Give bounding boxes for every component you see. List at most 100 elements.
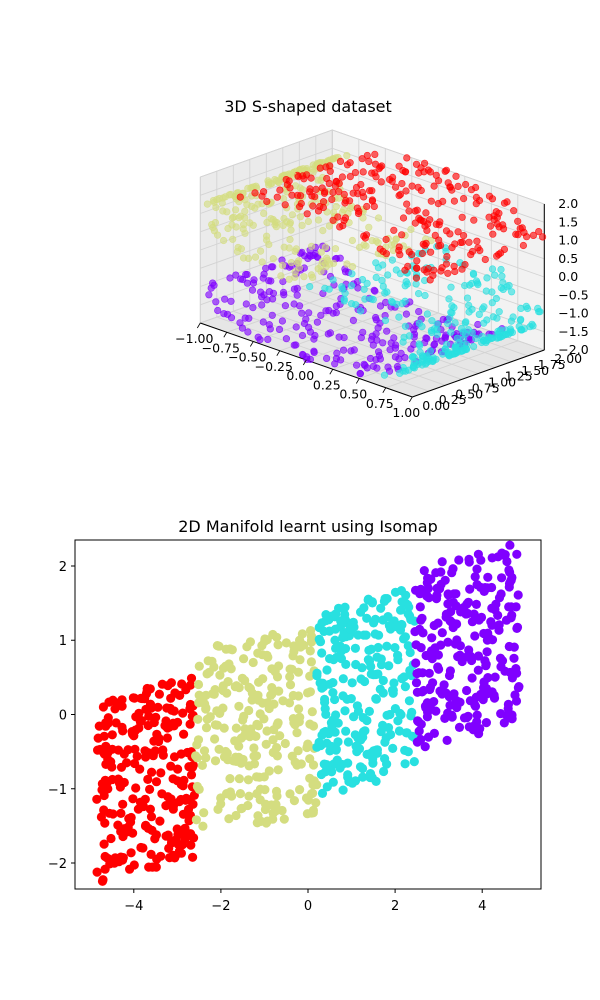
scatter-point-2d [487, 620, 497, 630]
scatter-point-2d [143, 774, 153, 785]
scatter-point-3d [447, 328, 455, 336]
scatter-point-2d [158, 750, 168, 760]
scatter-point-2d [340, 644, 351, 654]
scatter-point-2d [257, 641, 267, 651]
scatter-point-2d [186, 673, 197, 683]
scatter-point-2d [126, 848, 136, 858]
scatter-point-2d [307, 789, 317, 799]
scatter-point-2d [210, 734, 220, 744]
scatter-point-3d [290, 285, 299, 293]
scatter-point-2d [100, 818, 110, 828]
scatter-point-3d [320, 189, 329, 197]
scatter-point-2d [130, 725, 141, 735]
scatter-point-2d [437, 689, 447, 699]
scatter-point-3d [488, 299, 496, 307]
grid-side-z [200, 129, 333, 178]
scatter-point-2d [205, 712, 215, 722]
scatter-point-2d [482, 583, 493, 593]
scatter-point-2d [117, 695, 127, 705]
scatter-point-3d [276, 186, 284, 194]
scatter-point-2d [132, 751, 142, 761]
scatter-point-3d [443, 253, 451, 261]
scatter-point-3d [401, 322, 410, 330]
scatter-point-2d [150, 746, 160, 756]
scatter-point-2d [146, 812, 157, 822]
x-tick-mark [382, 387, 387, 393]
scatter-point-2d [178, 708, 188, 718]
scatter-point-2d [382, 594, 392, 604]
scatter-point-2d [493, 552, 503, 562]
scatter-point-3d [332, 302, 340, 310]
scatter-point-3d [310, 348, 318, 357]
x-tick-mark [408, 396, 413, 403]
scatter-point-2d [156, 768, 166, 778]
scatter-point-2d [406, 711, 416, 721]
scatter-point-2d [273, 640, 283, 650]
scatter-point-2d [387, 685, 398, 695]
scatter-point-2d [394, 726, 404, 736]
scatter-point-2d [507, 673, 517, 683]
scatter-point-3d [319, 203, 328, 212]
grid-side-z [200, 147, 333, 196]
scatter-point-3d [367, 295, 375, 303]
scatter-point-2d [285, 789, 295, 799]
scatter-point-2d [118, 853, 128, 863]
scatter-point-3d [273, 193, 281, 201]
scatter-point-2d [350, 730, 360, 740]
y-tick-label-2d: 2 [59, 560, 67, 575]
scatter-point-3d [303, 355, 311, 364]
scatter-point-3d [358, 276, 367, 284]
scatter-point-3d [461, 282, 469, 290]
scatter-point-2d [473, 651, 484, 661]
scatter-point-2d [376, 660, 387, 670]
scatter-point-2d [393, 655, 403, 665]
scatter-point-3d [348, 236, 357, 245]
scatter-point-2d [397, 674, 407, 684]
scatter-point-2d [379, 766, 389, 777]
scatter-point-2d [513, 590, 523, 600]
scatter-point-3d [363, 279, 371, 288]
scatter-point-3d [291, 247, 299, 255]
scatter-point-2d [411, 640, 421, 650]
scatter-point-3d [264, 335, 272, 344]
scatter-point-3d [328, 195, 336, 203]
scatter-point-3d [428, 328, 436, 337]
scatter-point-3d [450, 197, 459, 205]
z-tick-label: 0.5 [558, 251, 578, 266]
scatter-point-2d [327, 721, 337, 731]
scatter-point-3d [402, 187, 410, 195]
scatter-point-2d [483, 673, 493, 683]
scatter-point-2d [440, 575, 450, 585]
scatter-point-3d [407, 345, 415, 353]
scatter-point-2d [145, 804, 155, 814]
scatter-point-2d [197, 760, 207, 771]
scatter-point-3d [435, 242, 443, 250]
scatter-point-2d [306, 631, 316, 641]
scatter-point-2d [215, 670, 225, 680]
scatter-point-2d [254, 677, 264, 687]
scatter-point-3d [298, 221, 306, 229]
scatter-point-3d [453, 334, 462, 342]
scatter-point-3d [308, 273, 317, 282]
y-tick-label: 0.00 [422, 398, 450, 413]
scatter-point-2d [292, 728, 302, 738]
scatter-point-2d [417, 613, 427, 623]
scatter-point-2d [307, 707, 317, 717]
x-tick-mark [249, 341, 254, 347]
scatter-point-3d [461, 319, 469, 327]
scatter-point-2d [272, 791, 282, 801]
scatter-point-2d [371, 694, 381, 704]
scatter-point-2d [509, 642, 519, 652]
scatter-point-3d [241, 314, 249, 322]
y-tick-label: 0.25 [439, 392, 467, 407]
scatter-point-3d [354, 284, 362, 292]
scatter-point-2d [340, 706, 350, 716]
scatter-point-3d [258, 192, 266, 200]
scatter-point-2d [512, 622, 523, 632]
scatter-point-3d [337, 356, 345, 364]
scatter-point-3d [260, 209, 268, 217]
scatter-point-2d [506, 602, 516, 612]
scatter-point-3d [232, 271, 240, 279]
scatter-point-3d [272, 223, 281, 231]
scatter-point-2d [94, 721, 104, 731]
